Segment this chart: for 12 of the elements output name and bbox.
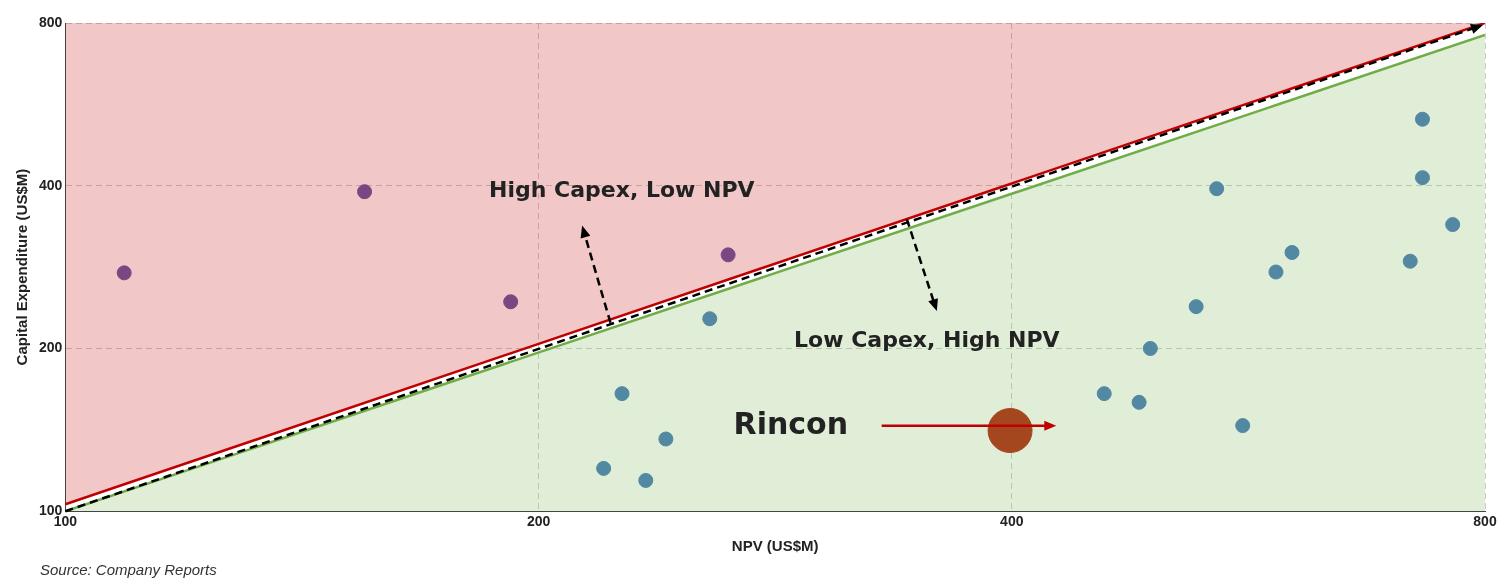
x-tick-label: 800 [1473,513,1497,530]
annotation: Low Capex, High NPV [794,326,1060,352]
source-note: Source: Company Reports [40,561,217,578]
x-axis-title: NPV (US$M) [731,537,819,555]
y-tick-label: 800 [39,13,63,30]
y-axis-title: Capital Expenditure (US$M) [13,168,31,366]
annotation: Rincon [733,405,849,441]
y-tick-label: 200 [39,339,63,356]
x-tick-label: 400 [1000,513,1024,530]
annotation: High Capex, Low NPV [489,177,755,203]
x-tick-label: 200 [526,513,551,530]
y-tick-label: 400 [39,176,63,193]
